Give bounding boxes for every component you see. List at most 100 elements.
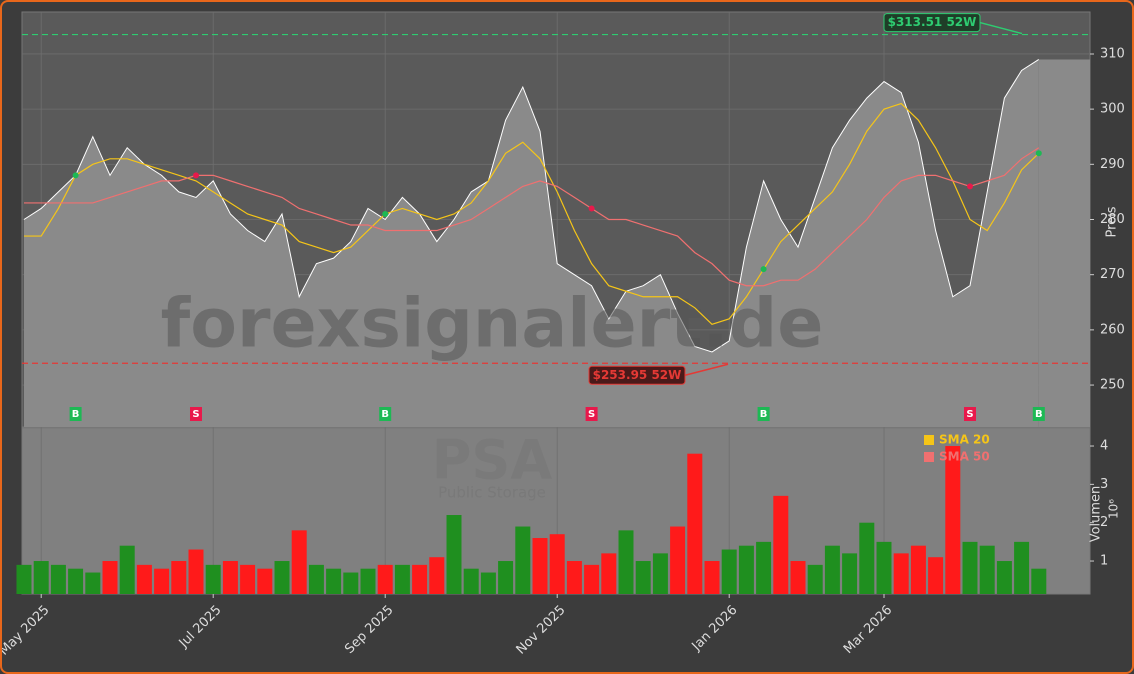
volume-bar [222,561,238,594]
y-tick-label: 300 [1100,102,1125,117]
signal-badge [69,407,82,421]
x-tick-label: May 2025 [2,603,53,659]
volume-bar [962,541,978,594]
volume-tick-label: 1 [1100,554,1108,569]
legend-label: SMA 50 [939,450,990,464]
volume-bar [670,526,686,594]
volume-bar [291,530,307,594]
y-tick-label: 310 [1100,46,1125,61]
signal-label: S [192,409,199,420]
last-price-step [1038,59,1090,427]
signal-dot [967,183,973,190]
volume-bar [515,526,531,594]
volume-bar [257,568,273,594]
high-arrow [979,21,1023,35]
volume-unit: 10⁶ [1107,499,1121,519]
y-tick-label: 250 [1100,378,1125,393]
high-label: $313.51 52W [888,15,977,29]
volume-bar [910,545,926,594]
ticker-watermark: PSA [432,429,552,492]
volume-bar [738,545,754,594]
signal-badge [1032,407,1045,421]
watermark: forexsignalert.de [161,285,824,364]
volume-bar [446,515,462,594]
signal-badge [379,407,392,421]
volume-bar [704,561,720,594]
volume-bar [842,553,858,594]
volume-bar [756,541,772,594]
volume-bar [807,564,823,594]
volume-tick-label: 4 [1100,439,1108,454]
volume-bar [498,561,514,594]
volume-bar [635,561,651,594]
volume-bar [480,572,496,594]
signal-dot [193,172,199,179]
volume-bar [584,564,600,594]
volume-bar [790,561,806,594]
x-tick-label: Jul 2025 [176,603,225,652]
volume-bar [240,564,256,594]
volume-bar [1014,541,1030,594]
volume-bar [33,561,49,594]
signal-badge [585,407,598,421]
volume-bar [377,564,393,594]
volume-axis-label: Volumen [1089,486,1104,543]
volume-bar [549,534,565,594]
volume-bar [652,553,668,594]
volume-bar [85,572,101,594]
volume-bar [859,522,875,594]
low-label: $253.95 52W [593,368,682,382]
volume-bar [721,549,737,594]
x-tick-label: Sep 2025 [342,603,396,657]
volume-tick-label: 2 [1100,515,1108,530]
volume-bar [876,541,892,594]
volume-bar [205,564,221,594]
volume-bar [566,561,582,594]
volume-bar [893,553,909,594]
signal-dot [588,205,595,212]
x-tick-label: Jan 2026 [689,603,741,655]
signal-badge [964,407,976,421]
price-axis-label: Preis [1105,206,1120,237]
x-tick-label: Nov 2025 [514,603,569,658]
x-tick-label: Mar 2026 [841,603,895,657]
signal-dot [72,172,79,179]
volume-bar [601,553,617,594]
signal-label: S [588,409,595,420]
volume-bar [945,446,961,594]
company-watermark: Public Storage [438,484,546,502]
signal-label: B [760,409,768,420]
sma-line [24,147,1040,287]
volume-bar [532,538,548,594]
low-arrow [684,363,729,376]
volume-bar [119,545,135,594]
volume-bar [154,568,170,594]
y-tick-label: 270 [1100,267,1125,282]
volume-bar [687,453,703,594]
legend-swatch [924,435,934,445]
volume-bar [343,572,359,594]
signal-label: S [966,409,973,420]
volume-bar [326,568,342,594]
y-tick-label: 280 [1100,212,1125,227]
price-line [23,59,1040,353]
volume-bar [928,557,944,594]
signal-label: B [1035,409,1043,420]
volume-bar [979,545,995,594]
volume-bar [1031,568,1047,594]
signal-badge [190,407,202,421]
volume-bar [463,568,479,594]
volume-bar [102,561,118,594]
signal-dot [1035,150,1042,157]
legend-label: SMA 20 [939,433,990,447]
y-tick-label: 260 [1100,322,1125,337]
volume-bar [429,557,445,594]
volume-bar [68,568,84,594]
volume-bar [996,561,1012,594]
volume-bar [274,561,290,594]
legend-swatch [924,452,934,462]
volume-bar [773,495,789,594]
volume-bar [16,564,32,594]
